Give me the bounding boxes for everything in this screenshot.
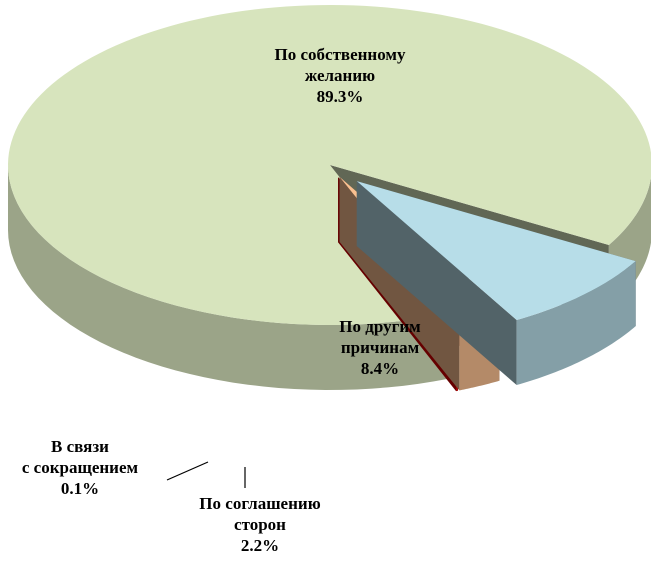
category-label: По другим причинам	[339, 317, 421, 357]
slice-side	[516, 261, 636, 386]
label: В связи с сокращением 0.1%	[0, 436, 160, 499]
slice-wall	[356, 181, 517, 386]
slice	[356, 181, 636, 321]
value-label: 0.1%	[60, 479, 100, 498]
label: По другим причинам 8.4%	[300, 316, 460, 379]
category-label: В связи с сокращением	[21, 437, 139, 477]
value-label: 2.2%	[240, 536, 280, 555]
leader-line	[166, 461, 209, 481]
slice-side	[8, 165, 448, 390]
value-label: 89.3%	[316, 87, 364, 106]
category-label: По собственному желанию	[274, 45, 406, 85]
slice	[8, 5, 651, 325]
label: По собственному желанию 89.3%	[240, 44, 440, 107]
value-label: 8.4%	[360, 359, 400, 378]
label: По соглашению сторон 2.2%	[170, 493, 350, 556]
category-label: По соглашению сторон	[199, 494, 321, 534]
